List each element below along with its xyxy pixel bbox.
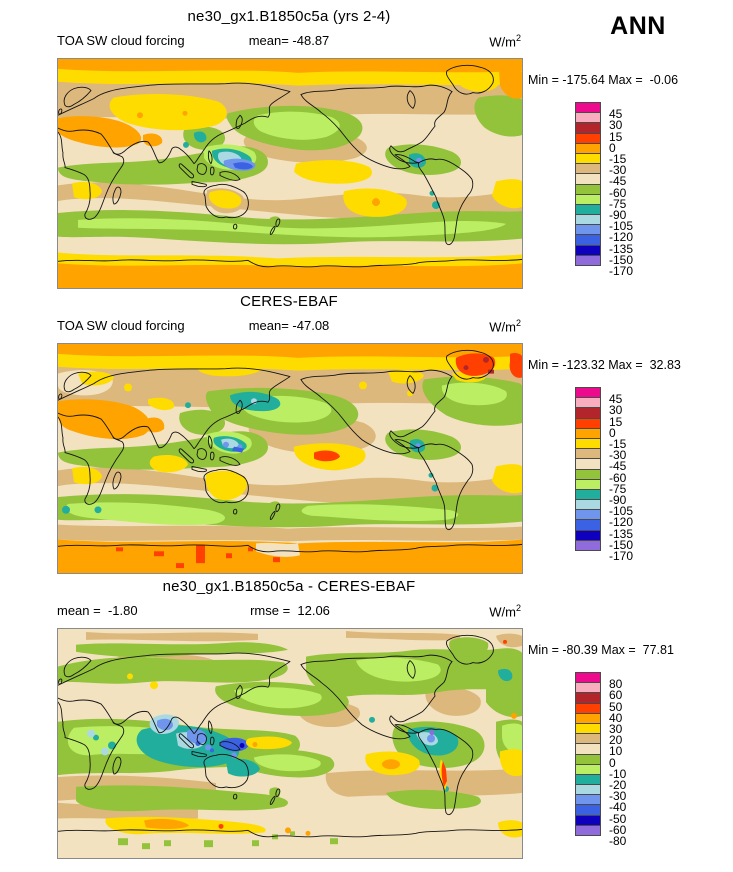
units-exponent: 2 — [515, 603, 521, 613]
colorbar-tick-label: -20 — [609, 778, 627, 792]
units-exponent: 2 — [515, 318, 521, 328]
model-colorbar: 45 30 15 0 -15 -30 -45 -60 -75 -90 -105 -120 -135 -15… — [575, 102, 655, 277]
colorbar-tick-label: 0 — [609, 140, 616, 155]
colorbar-tick-label: -45 — [609, 174, 627, 189]
mean-value: mean= -48.87 — [248, 33, 330, 48]
panel-diff: ne30_gx1.B1850c5a - CERES-EBAF mean = -1… — [0, 570, 733, 872]
units-base: W/m — [489, 34, 516, 50]
colorbar-tick-label: 40 — [609, 710, 623, 725]
colorbar-tick-label: -90 — [609, 208, 627, 222]
colorbar-tick-label: -40 — [609, 800, 627, 815]
panel-model-stat-row: TOA SW cloud forcing mean= -48.87 W/m2 — [0, 33, 733, 49]
colorbar-tick-label: -120 — [609, 515, 634, 530]
colorbar-tick-label: 0 — [609, 425, 616, 440]
units-label: W/m2 — [489, 318, 521, 334]
colorbar-tick-label: -75 — [609, 481, 627, 496]
colorbar-tick-label: -30 — [609, 163, 627, 178]
panel-model: ne30_gx1.B1850c5a (yrs 2-4) TOA SW cloud… — [0, 0, 733, 289]
obs-map — [57, 343, 523, 574]
variable-label: TOA SW cloud forcing — [57, 318, 185, 333]
colorbar-tick-label: -60 — [609, 470, 627, 485]
panel-diff-stat-row: mean = -1.80 rmse = 12.06 W/m2 — [0, 603, 733, 619]
obs-colorbar: 45 30 15 0 -15 -30 -45 -60 -75 -90 -105 -120 -135 -15… — [575, 387, 655, 562]
units-base: W/m — [489, 604, 516, 620]
colorbar-tick-label: -30 — [609, 448, 627, 463]
mean-value: mean = -1.80 — [57, 603, 138, 618]
colorbar-tick-label: 30 — [609, 722, 623, 736]
colorbar-tick-label: -15 — [609, 152, 627, 166]
obs-minmax: Min = -123.32 Max = 32.83 — [528, 358, 681, 372]
model-minmax: Min = -175.64 Max = -0.06 — [528, 73, 679, 87]
colorbar-tick-label: 30 — [609, 118, 623, 133]
colorbar-tick-label: -15 — [609, 437, 627, 451]
colorbar-tick-label: 80 — [609, 677, 623, 692]
colorbar-tick-label: -50 — [609, 811, 627, 826]
units-base: W/m — [489, 319, 516, 335]
colorbar-tick-label: -80 — [609, 834, 627, 848]
colorbar-tick-label: 50 — [609, 699, 623, 714]
colorbar-tick-label: -135 — [609, 241, 634, 256]
colorbar-tick-label: -90 — [609, 493, 627, 507]
colorbar-tick-label: -170 — [609, 549, 634, 563]
diff-minmax: Min = -80.39 Max = 77.81 — [528, 643, 674, 657]
colorbar-tick-label: 15 — [609, 129, 623, 144]
units-label: W/m2 — [489, 603, 521, 619]
model-map — [57, 58, 523, 289]
colorbar-tick-label: -75 — [609, 196, 627, 211]
mean-value: mean= -47.08 — [248, 318, 330, 333]
colorbar-tick-label: 30 — [609, 403, 623, 418]
season-label: ANN — [610, 12, 666, 40]
colorbar-tick-label: 10 — [609, 744, 623, 759]
colorbar-tick-label: -30 — [609, 789, 627, 804]
rmse-value: rmse = 12.06 — [250, 603, 330, 618]
colorbar-tick-label: -60 — [609, 185, 627, 200]
colorbar-cell — [575, 254, 601, 266]
colorbar-cell — [575, 824, 601, 836]
colorbar-tick-label: -120 — [609, 230, 634, 245]
colorbar-cell — [575, 539, 601, 551]
colorbar-tick-label: 45 — [609, 107, 623, 122]
units-exponent: 2 — [515, 33, 521, 43]
colorbar-tick-label: -45 — [609, 459, 627, 474]
colorbar-tick-label: -150 — [609, 252, 634, 267]
colorbar-tick-label: 20 — [609, 733, 623, 748]
panel-model-title: ne30_gx1.B1850c5a (yrs 2-4) — [187, 8, 391, 25]
colorbar-tick-label: 60 — [609, 688, 623, 703]
colorbar-tick-label: -60 — [609, 822, 627, 837]
colorbar-tick-label: -170 — [609, 264, 634, 278]
colorbar-tick-label: 15 — [609, 414, 623, 429]
panel-obs-title: CERES-EBAF — [240, 293, 338, 310]
diff-map — [57, 628, 523, 859]
diff-colorbar: 80 60 50 40 30 20 10 0 -10 -20 -30 -40 -50 -60 -80 — [575, 672, 655, 847]
variable-label: TOA SW cloud forcing — [57, 33, 185, 48]
colorbar-tick-label: -105 — [609, 504, 634, 519]
colorbar-tick-label: -150 — [609, 537, 634, 552]
colorbar-tick-label: -10 — [609, 766, 627, 781]
panel-obs: CERES-EBAF TOA SW cloud forcing mean= -4… — [0, 285, 733, 574]
panel-obs-stat-row: TOA SW cloud forcing mean= -47.08 W/m2 — [0, 318, 733, 334]
colorbar-tick-label: -105 — [609, 219, 634, 234]
panel-diff-title: ne30_gx1.B1850c5a - CERES-EBAF — [162, 578, 416, 595]
units-label: W/m2 — [489, 33, 521, 49]
colorbar-tick-label: -135 — [609, 526, 634, 541]
colorbar-tick-label: 45 — [609, 392, 623, 407]
colorbar-tick-label: 0 — [609, 755, 616, 770]
